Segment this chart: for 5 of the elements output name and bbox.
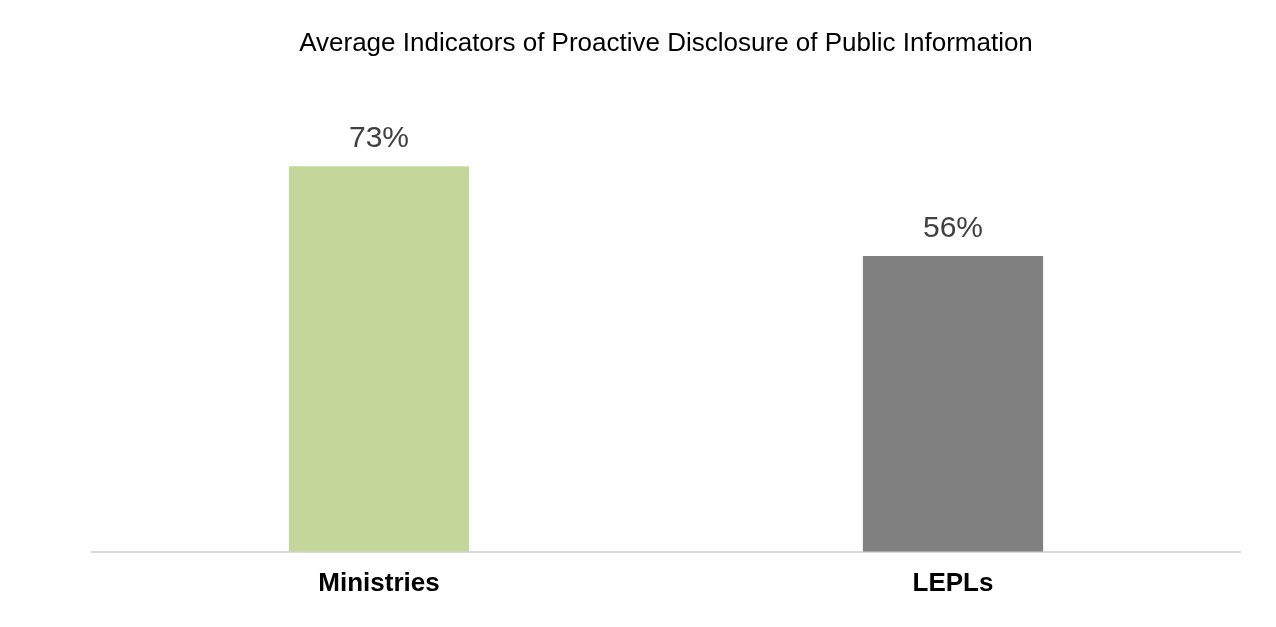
data-label: 73% [348,120,410,154]
x-tick-label: LEPLs [912,566,994,597]
chart-title: Average Indicators of Proactive Disclosure of Public Information [299,26,1033,57]
x-tick-label: Ministries [318,566,440,597]
data-label: 56% [922,210,984,244]
